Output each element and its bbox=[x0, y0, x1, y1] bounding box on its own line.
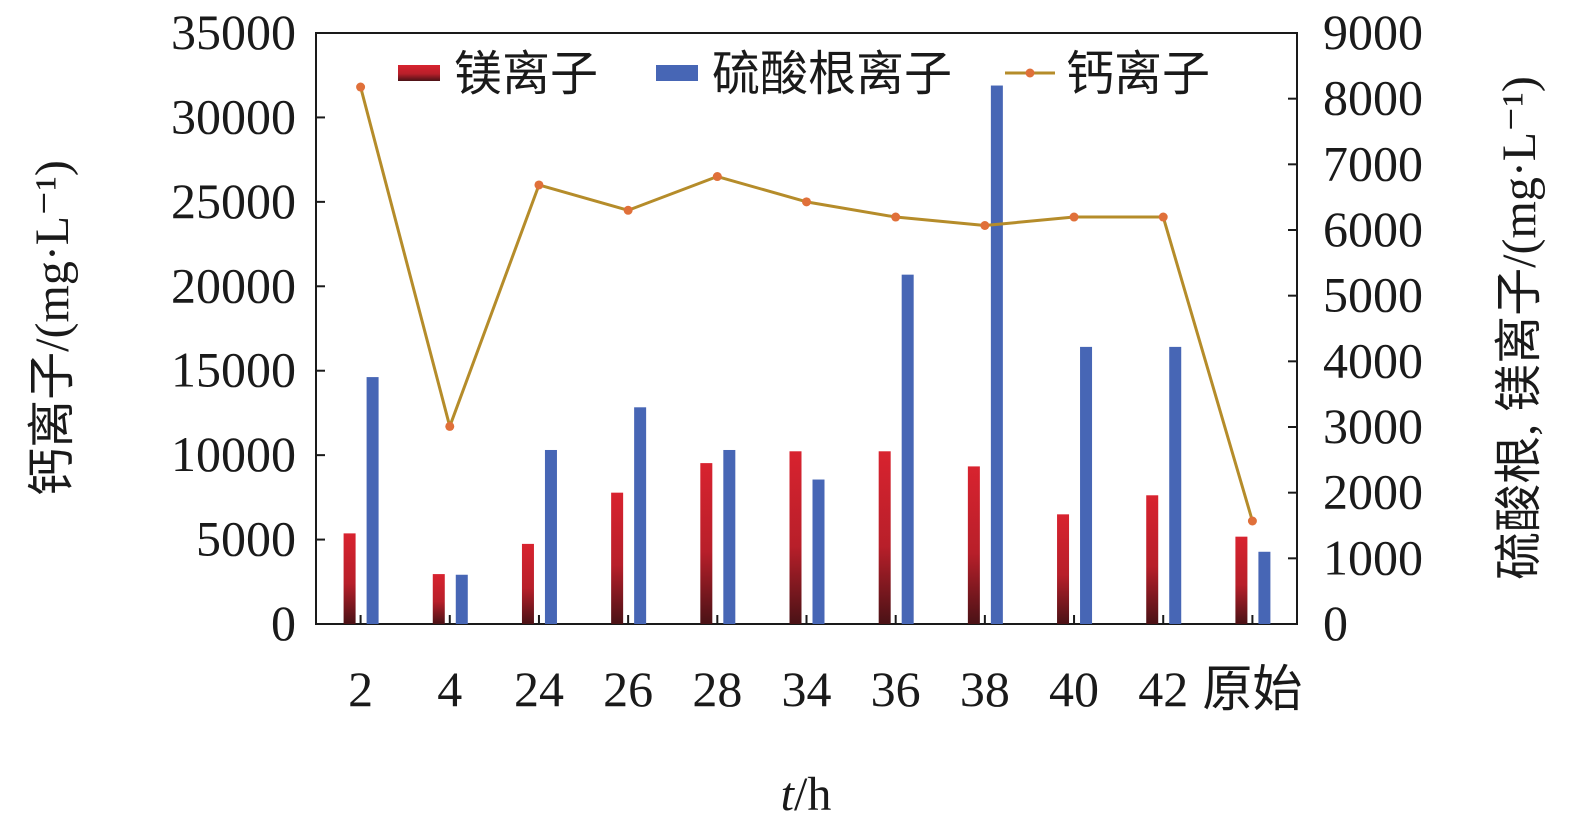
x-tick-label: 38 bbox=[960, 661, 1010, 717]
calcium-point bbox=[445, 421, 455, 431]
legend: 镁离子 硫酸根离子 钙离子 bbox=[398, 48, 1210, 101]
right-tick-label: 5000 bbox=[1323, 267, 1423, 323]
legend-label-sulfate: 硫酸根离子 bbox=[712, 48, 952, 101]
bar-sulfate bbox=[901, 274, 914, 624]
bar-sulfate bbox=[366, 377, 379, 624]
left-tick-label: 20000 bbox=[171, 257, 296, 313]
legend-label-magnesium: 镁离子 bbox=[454, 48, 598, 101]
x-tick-label: 2 bbox=[348, 661, 373, 717]
bar-sulfate bbox=[1169, 346, 1182, 624]
calcium-point bbox=[1158, 212, 1168, 222]
legend-marker-calcium bbox=[1025, 68, 1035, 78]
left-axis-title: 钙离子/(mg·L⁻¹) bbox=[26, 160, 79, 496]
calcium-point bbox=[623, 205, 633, 215]
x-axis-title-unit: /h bbox=[794, 768, 831, 821]
x-tick-label: 40 bbox=[1049, 661, 1099, 717]
bar-sulfate bbox=[455, 574, 468, 624]
x-axis-ticks: 2 4 24 26 28 34 36 38 40 42 原始 bbox=[348, 615, 1302, 717]
calcium-line-layer bbox=[356, 82, 1257, 526]
bar-sulfate bbox=[990, 85, 1003, 625]
bar-magnesium bbox=[1057, 514, 1070, 624]
left-tick-label: 10000 bbox=[171, 426, 296, 482]
bar-sulfate bbox=[1258, 551, 1271, 624]
bar-magnesium bbox=[611, 492, 624, 624]
right-tick-label: 6000 bbox=[1323, 201, 1423, 257]
x-tick-label: 26 bbox=[603, 661, 653, 717]
left-tick-label: 25000 bbox=[171, 173, 296, 229]
calcium-point bbox=[534, 180, 544, 190]
bar-sulfate bbox=[723, 449, 736, 624]
calcium-point bbox=[1069, 212, 1079, 222]
right-tick-label: 4000 bbox=[1323, 332, 1423, 388]
x-tick-label: 34 bbox=[782, 661, 832, 717]
calcium-point bbox=[802, 197, 811, 207]
legend-swatch-magnesium bbox=[398, 65, 440, 81]
bars-layer bbox=[343, 85, 1271, 625]
calcium-point bbox=[1247, 516, 1257, 526]
right-tick-label: 0 bbox=[1323, 595, 1348, 651]
calcium-point bbox=[980, 220, 990, 230]
x-axis-title: t/h bbox=[781, 768, 832, 821]
x-tick-label: 36 bbox=[871, 661, 921, 717]
right-tick-label: 8000 bbox=[1323, 70, 1423, 126]
x-tick-label: 4 bbox=[437, 661, 462, 717]
bar-sulfate bbox=[544, 449, 557, 624]
bar-sulfate bbox=[1080, 346, 1093, 624]
bar-magnesium bbox=[789, 451, 802, 624]
bar-magnesium bbox=[967, 466, 980, 624]
right-tick-label: 9000 bbox=[1323, 4, 1423, 60]
calcium-point bbox=[712, 172, 722, 182]
left-tick-label: 0 bbox=[271, 595, 296, 651]
bar-magnesium bbox=[343, 533, 356, 624]
x-axis-title-italic: t bbox=[781, 768, 796, 821]
bar-magnesium bbox=[1146, 495, 1159, 624]
bar-sulfate bbox=[634, 407, 647, 624]
calcium-line bbox=[359, 86, 1254, 522]
legend-swatch-sulfate bbox=[656, 65, 698, 81]
bar-magnesium bbox=[1235, 536, 1248, 624]
x-tick-label: 原始 bbox=[1202, 661, 1302, 717]
left-tick-label: 5000 bbox=[196, 511, 296, 567]
right-tick-label: 3000 bbox=[1323, 398, 1423, 454]
x-tick-label: 24 bbox=[514, 661, 564, 717]
bar-sulfate bbox=[812, 479, 825, 624]
left-axis-ticks: 0 5000 10000 15000 20000 25000 30000 35000 bbox=[171, 4, 325, 651]
calcium-point bbox=[356, 82, 366, 92]
bar-magnesium bbox=[432, 574, 445, 624]
bar-magnesium bbox=[700, 463, 713, 624]
bar-magnesium bbox=[521, 543, 534, 624]
left-tick-label: 35000 bbox=[171, 4, 296, 60]
right-tick-label: 1000 bbox=[1323, 529, 1423, 585]
x-tick-label: 42 bbox=[1138, 661, 1188, 717]
right-tick-label: 2000 bbox=[1323, 464, 1423, 520]
legend-label-calcium: 钙离子 bbox=[1066, 48, 1210, 101]
calcium-point bbox=[891, 212, 901, 222]
left-tick-label: 30000 bbox=[171, 88, 296, 144]
left-tick-label: 15000 bbox=[171, 342, 296, 398]
bar-magnesium bbox=[878, 451, 891, 624]
right-axis-title: 硫酸根, 镁离子/(mg·L⁻¹) bbox=[1493, 76, 1546, 580]
right-axis-ticks: 0 1000 2000 3000 4000 5000 6000 7000 8000 9000 bbox=[1288, 4, 1423, 651]
x-tick-label: 28 bbox=[692, 661, 742, 717]
right-tick-label: 7000 bbox=[1323, 135, 1423, 191]
